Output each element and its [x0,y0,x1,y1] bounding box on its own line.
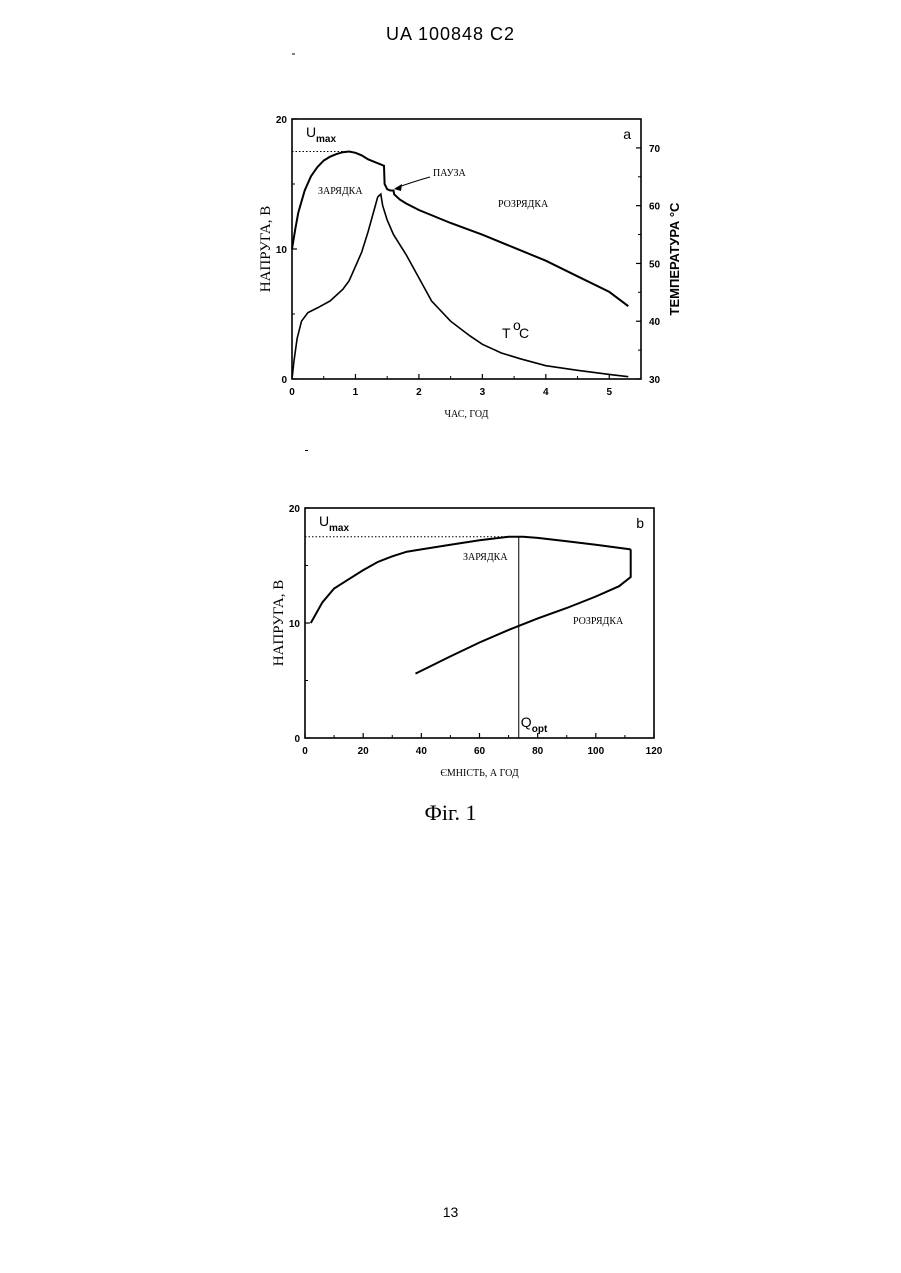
charge-label: ЗАРЯДКА [463,552,508,563]
y-tick-label: 10 [289,619,301,630]
umax-label: U [319,513,329,529]
qopt-subscript: opt [532,724,548,735]
x-tick-label: 60 [474,746,486,757]
y-tick-label: 0 [294,734,300,745]
x-tick-label: 80 [532,746,544,757]
y-tick-label: 20 [289,504,301,515]
x-tick-label: 0 [302,746,308,757]
discharge-series-line [416,549,631,673]
panel-letter: b [636,515,644,531]
qopt-label: Q [521,714,532,730]
x-axis-label: ЄМНІСТЬ, А ГОД [440,768,519,779]
figure-caption: Фіг. 1 [0,800,901,826]
umax-subscript: max [329,523,349,534]
chart-b: 0 20 40 60 80 100 120 0 10 20 ЄМНІСТЬ, А ГОД НАПРУ… [0,0,901,790]
charge-series-line [311,537,631,623]
y-axis-label: НАПРУГА, В [271,580,287,666]
x-tick-label: 120 [646,746,663,757]
discharge-label: РОЗРЯДКА [573,616,624,627]
page-number: 13 [0,1204,901,1220]
x-tick-label: 40 [416,746,428,757]
x-tick-label: 100 [587,746,604,757]
x-tick-label: 20 [358,746,370,757]
